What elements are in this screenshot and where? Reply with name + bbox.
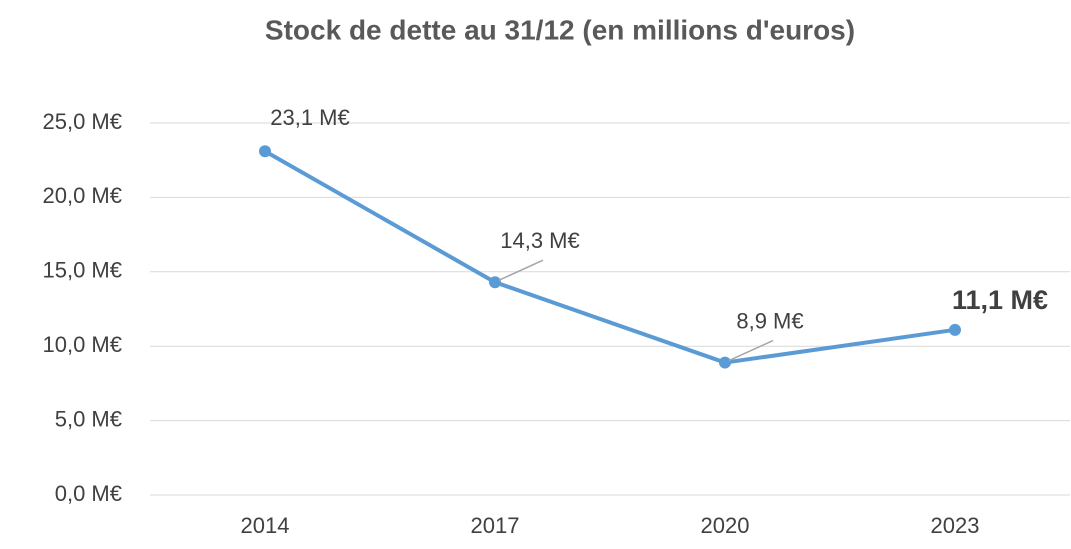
y-tick-label: 5,0 M€ — [55, 406, 122, 431]
y-tick-label: 10,0 M€ — [43, 332, 123, 357]
x-tick-label: 2020 — [701, 513, 750, 538]
y-tick-label: 15,0 M€ — [43, 258, 123, 283]
data-line — [264, 149, 956, 365]
leader-line — [728, 339, 774, 362]
chart-title: Stock de dette au 31/12 (en millions d'e… — [265, 14, 855, 45]
data-label: 23,1 M€ — [270, 105, 350, 130]
data-label: 14,3 M€ — [500, 228, 580, 253]
x-tick-label: 2014 — [241, 513, 290, 538]
data-point — [719, 356, 731, 369]
data-point — [489, 276, 501, 289]
y-tick-label: 20,0 M€ — [43, 183, 123, 208]
data-label: 11,1 M€ — [952, 285, 1048, 315]
y-tick-label: 0,0 M€ — [55, 481, 122, 506]
x-tick-label: 2023 — [931, 513, 980, 538]
data-label: 8,9 M€ — [736, 308, 803, 333]
y-tick-label: 25,0 M€ — [43, 109, 123, 134]
data-point — [259, 145, 271, 158]
data-point — [949, 323, 961, 336]
leader-line — [498, 259, 544, 281]
x-tick-label: 2017 — [471, 513, 520, 538]
